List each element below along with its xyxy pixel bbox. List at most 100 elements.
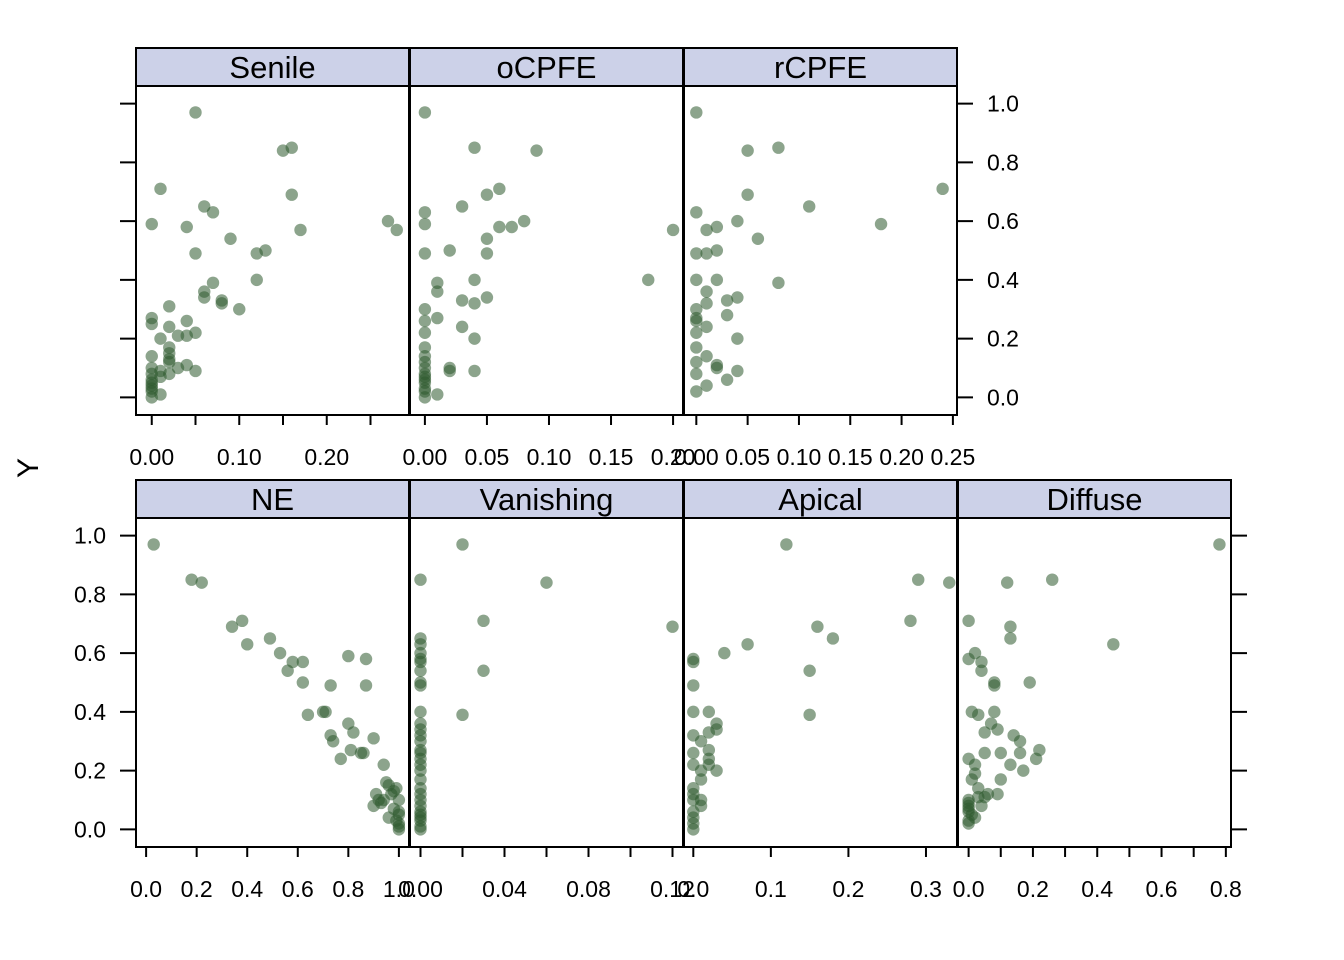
point [480,232,494,245]
point [477,664,490,677]
x-tick-label: 0.10 [777,444,822,470]
point [1213,538,1226,551]
point [700,285,713,298]
point [700,247,713,260]
point [147,538,160,551]
point [975,655,988,669]
strip-label-ne: NE [251,482,294,517]
strip-diffuse [957,479,1232,519]
point [690,273,703,287]
point [414,664,427,677]
point [414,773,427,786]
point [811,620,824,633]
point [189,364,202,378]
panel-ocpfe: oCPFE 0.00 0.05 0.10 0.15 0.20 [403,47,696,470]
panel-senile: Senile 0.00 0.10 0.20 [120,47,410,470]
x-tick-label: 0.0 [130,876,162,902]
point [978,746,991,760]
x-tick-label: 0.2 [181,876,213,902]
point [710,764,723,777]
point [1004,620,1017,633]
point [694,735,708,748]
point [233,303,246,316]
point [259,244,272,257]
point [780,538,793,551]
point [414,679,427,692]
strip-label-senile: Senile [229,50,315,85]
point [390,782,403,795]
point [180,220,193,234]
points-diffuse [962,538,1226,830]
point [741,144,754,157]
point [414,735,427,748]
point [720,294,734,307]
points-ne [147,538,406,836]
point [772,276,785,290]
point [962,614,975,628]
point [1004,632,1017,645]
point [690,326,703,339]
point [962,652,975,666]
x-tick-label: 0.6 [282,876,314,902]
point [359,679,373,692]
x-tick-label: 0.2 [832,876,864,902]
strip-label-apical: Apical [778,482,862,517]
point [367,799,380,813]
panel-rcpfe: rCPFE 0.00 0.05 0.10 0.15 0.20 0.25 0.0 0.2 0.4 0.… [674,47,1019,470]
point [468,332,481,345]
x-tick-label: 0.10 [527,444,572,470]
point [342,649,355,663]
point [991,787,1004,801]
x-tick-label: 0.12 [650,876,695,902]
point [145,350,158,363]
point [690,355,703,369]
y-axis-title: Y [12,458,45,478]
strip-senile [135,47,410,87]
x-tick-label: 0.20 [879,444,924,470]
x-tick-label: 0.20 [651,444,696,470]
y-tick-label: 0.4 [987,267,1019,293]
panel-ne: NE 0.0 0.2 0.4 0.6 0.8 1.0 0.0 0.2 0.4 0.6 0.8 1.0 [74,479,415,902]
point [690,106,703,119]
panel-border-apical [683,517,958,848]
x-tick-label: 0.3 [910,876,942,902]
point [666,223,680,237]
point [431,276,444,290]
point [1046,573,1059,586]
point [731,214,744,228]
x-tick-label: 0.00 [129,444,174,470]
x-tick-label: 0.20 [304,444,349,470]
point [687,823,700,836]
point [418,247,432,260]
point [377,758,390,771]
point [224,232,237,245]
point [493,220,506,234]
point [418,326,432,339]
y-tick-label: 0.8 [987,149,1019,175]
point [710,220,724,234]
y-tick-label: 0.0 [987,384,1019,410]
point [700,350,713,363]
x-tick-label: 0.0 [953,876,985,902]
x-tick-label: 0.00 [398,876,443,902]
point [163,320,176,334]
x-tick-label: 0.8 [332,876,364,902]
x-tick-label: 0.15 [828,444,873,470]
point [505,220,518,234]
x-tick-label: 0.4 [231,876,263,902]
point [731,332,744,345]
point [145,391,158,404]
point [943,576,956,589]
point [962,752,975,766]
point [687,746,700,760]
point [718,646,731,660]
point [235,614,249,628]
strip-ne [135,479,410,519]
y-tick-label: 1.0 [74,523,106,549]
point [1013,735,1027,748]
point [700,223,713,237]
point [180,314,193,328]
point [367,732,380,745]
point [702,726,716,739]
strip-label-rcpfe: rCPFE [774,50,867,85]
